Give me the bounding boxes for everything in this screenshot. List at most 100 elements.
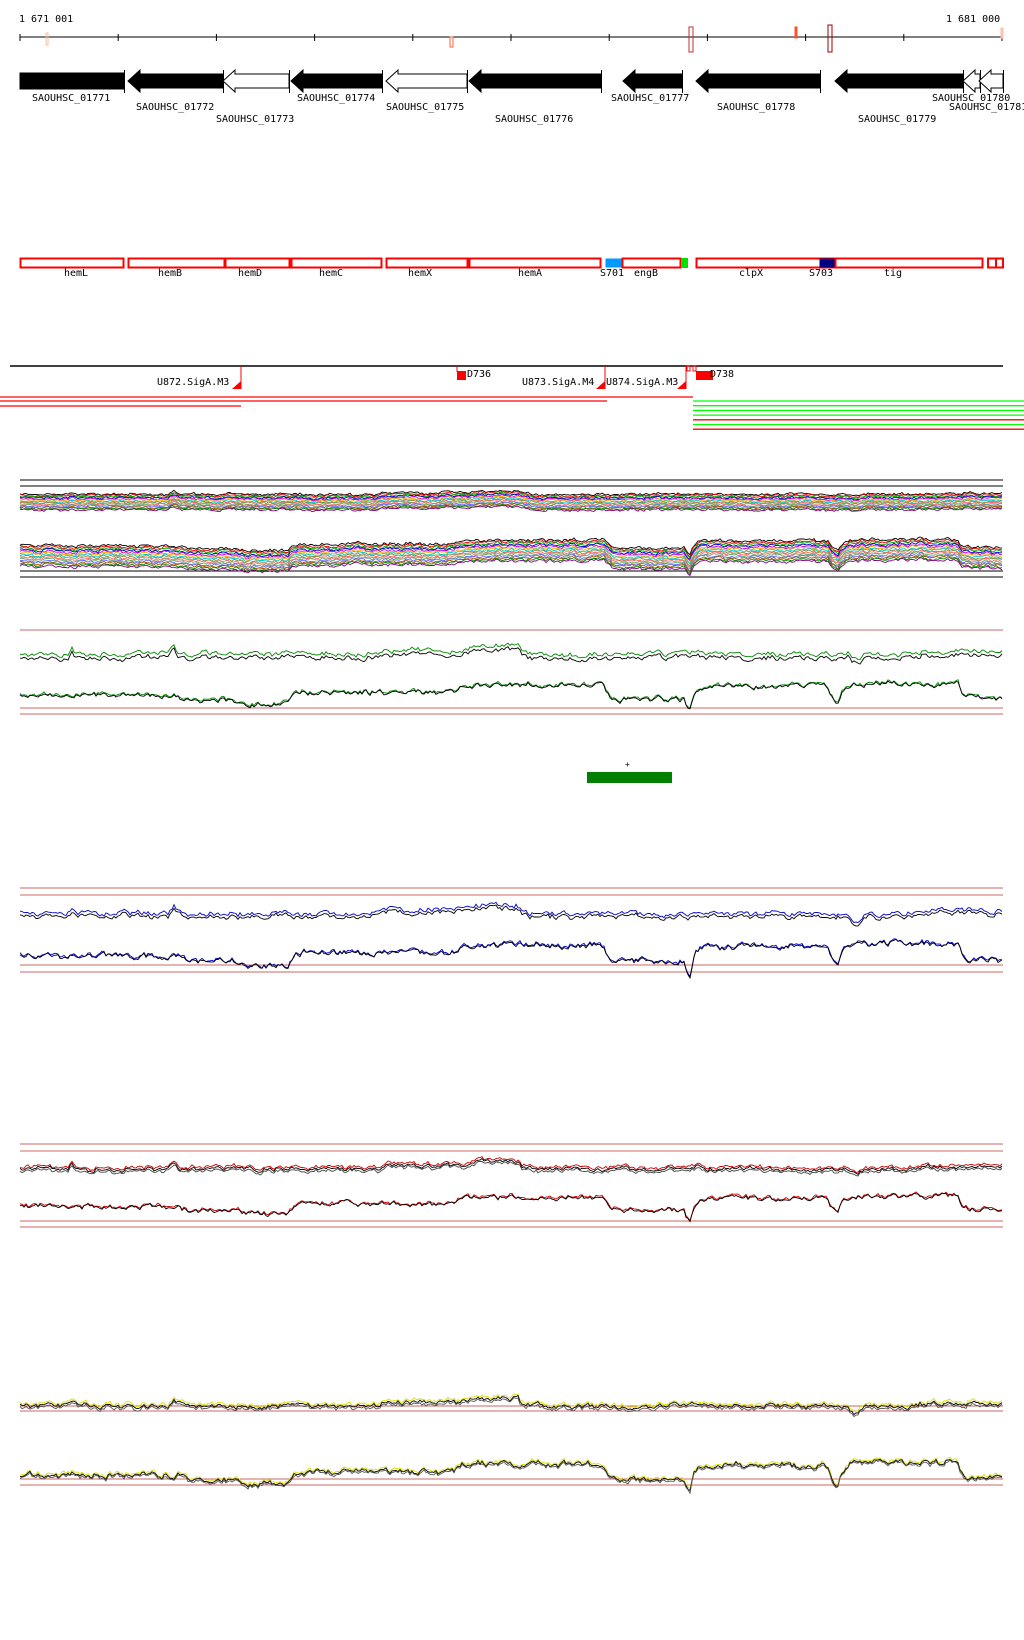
- ruler-marker: [688, 26, 694, 53]
- annotation-label[interactable]: S703: [809, 268, 834, 279]
- track1-down-line: [19, 557, 1003, 577]
- gene-label[interactable]: SAOUHSC_01773: [216, 114, 295, 125]
- annotation-label[interactable]: clpX: [739, 268, 764, 279]
- track5-down-line: [19, 1459, 1003, 1495]
- promoter-label[interactable]: U873.SigA.M4: [522, 377, 595, 388]
- promoter-label[interactable]: D736: [467, 369, 492, 380]
- track1-down-line: [19, 549, 1003, 569]
- track1-down-line: [19, 540, 1003, 560]
- annotation-label[interactable]: hemC: [319, 268, 344, 279]
- annotation-S703: [819, 258, 835, 268]
- signal-tracks: [19, 479, 1003, 1495]
- track1-up-line: [19, 495, 1003, 504]
- annotation-label[interactable]: tig: [884, 268, 903, 279]
- annotation-label[interactable]: engB: [634, 268, 659, 279]
- track1-down-line: [19, 551, 1002, 570]
- gene-track: [19, 68, 1004, 94]
- green-feature-bar: [587, 772, 672, 783]
- annotation-box: [995, 257, 1004, 269]
- annotation-label[interactable]: S701: [600, 268, 625, 279]
- annotation-box: [987, 257, 997, 269]
- promoter-label[interactable]: U872.SigA.M3: [157, 377, 230, 388]
- gene-label[interactable]: SAOUHSC_01775: [386, 102, 465, 113]
- track4-down-line: [19, 1191, 1003, 1222]
- track4-down-line: [19, 1192, 1003, 1223]
- track1-down-line: [19, 537, 1003, 558]
- track1-down-line: [19, 541, 1003, 560]
- ruler-marker: [45, 32, 49, 46]
- gene-label[interactable]: SAOUHSC_01777: [611, 93, 690, 104]
- gene-arrow-SAOUHSC_01771: [19, 72, 125, 90]
- track1-up-line: [20, 504, 1003, 513]
- track1-up-line: [19, 493, 1003, 503]
- track5-up-line: [19, 1393, 1003, 1413]
- ruler-marker: [827, 24, 833, 53]
- track2-down-line: [19, 680, 1003, 710]
- track2-up-line: [19, 646, 1003, 665]
- track4-up-line: [19, 1157, 1003, 1176]
- track1-down-line: [19, 546, 1003, 565]
- gene-label[interactable]: SAOUHSC_01779: [858, 114, 937, 125]
- track3-up-line: [19, 901, 1003, 924]
- track1-down-line: [19, 554, 1003, 574]
- ruler-start-label: 1 671 001: [19, 14, 74, 25]
- gene-label[interactable]: SAOUHSC_01780: [932, 93, 1011, 104]
- annotation-hemL: [19, 257, 125, 269]
- track1-down-line: [19, 552, 1003, 573]
- ruler-marker: [1000, 27, 1004, 39]
- annotation-label[interactable]: hemL: [64, 268, 89, 279]
- annotation-label[interactable]: hemB: [158, 268, 183, 279]
- track3-up-line: [19, 904, 1003, 927]
- green-feature-label: +: [625, 760, 630, 769]
- track4-up-line: [19, 1160, 1003, 1177]
- gene-arrow-SAOUHSC_01781: [978, 68, 1004, 94]
- coordinate-ruler: [19, 24, 1004, 53]
- track1-up-line: [19, 503, 1003, 512]
- promoter-flag: [596, 381, 605, 389]
- track1-up-line: [19, 501, 1003, 509]
- track3-down-line: [19, 938, 1003, 980]
- gene-label[interactable]: SAOUHSC_01772: [136, 102, 215, 113]
- gene-arrow-SAOUHSC_01780: [962, 68, 981, 94]
- promoter-label[interactable]: U874.SigA.M3: [606, 377, 679, 388]
- annotation-label[interactable]: hemA: [518, 268, 543, 279]
- promoter-block: [457, 371, 466, 380]
- track1-down-line: [19, 543, 1003, 562]
- annotation-label[interactable]: hemD: [238, 268, 263, 279]
- promoter-tick: [692, 365, 697, 372]
- annotation-hemD: [224, 257, 291, 269]
- promoter-tick: [686, 365, 691, 372]
- gene-label[interactable]: SAOUHSC_01776: [495, 114, 574, 125]
- gene-label[interactable]: SAOUHSC_01778: [717, 102, 796, 113]
- promoter-label[interactable]: D738: [710, 369, 735, 380]
- gene-arrow-SAOUHSC_01772: [127, 68, 224, 94]
- gene-arrow-SAOUHSC_01774: [290, 68, 383, 94]
- annotation-tig: [834, 257, 984, 269]
- ruler-marker: [794, 26, 798, 39]
- gene-label[interactable]: SAOUHSC_01771: [32, 93, 111, 104]
- track5-down-line: [20, 1458, 1003, 1492]
- gene-arrow-SAOUHSC_01779: [834, 68, 964, 94]
- gene-arrow-SAOUHSC_01775: [385, 68, 468, 94]
- annotation-hemA: [468, 257, 602, 269]
- annotation-hemC: [290, 257, 383, 269]
- promoter-track: [0, 365, 1024, 430]
- gene-arrow-SAOUHSC_01773: [222, 68, 290, 94]
- track1-down-line: [19, 544, 1003, 563]
- promoter-flag: [232, 381, 241, 389]
- gene-arrow-SAOUHSC_01776: [468, 68, 602, 94]
- annotation-track: [19, 257, 1004, 269]
- gene-label[interactable]: SAOUHSC_01781: [949, 102, 1024, 113]
- gene-label[interactable]: SAOUHSC_01774: [297, 93, 376, 104]
- track1-down-line: [19, 555, 1003, 576]
- track1-up-line: [19, 490, 1003, 499]
- annotation-label[interactable]: hemX: [408, 268, 433, 279]
- annotation-hemB: [127, 257, 226, 269]
- annotation-engB: [621, 257, 682, 269]
- annotation-S701: [605, 258, 622, 268]
- track4-up-line: [19, 1156, 1003, 1173]
- track1-up-line: [19, 491, 1003, 500]
- promoter-flag: [677, 381, 686, 389]
- annotation-green-marker: [681, 258, 688, 268]
